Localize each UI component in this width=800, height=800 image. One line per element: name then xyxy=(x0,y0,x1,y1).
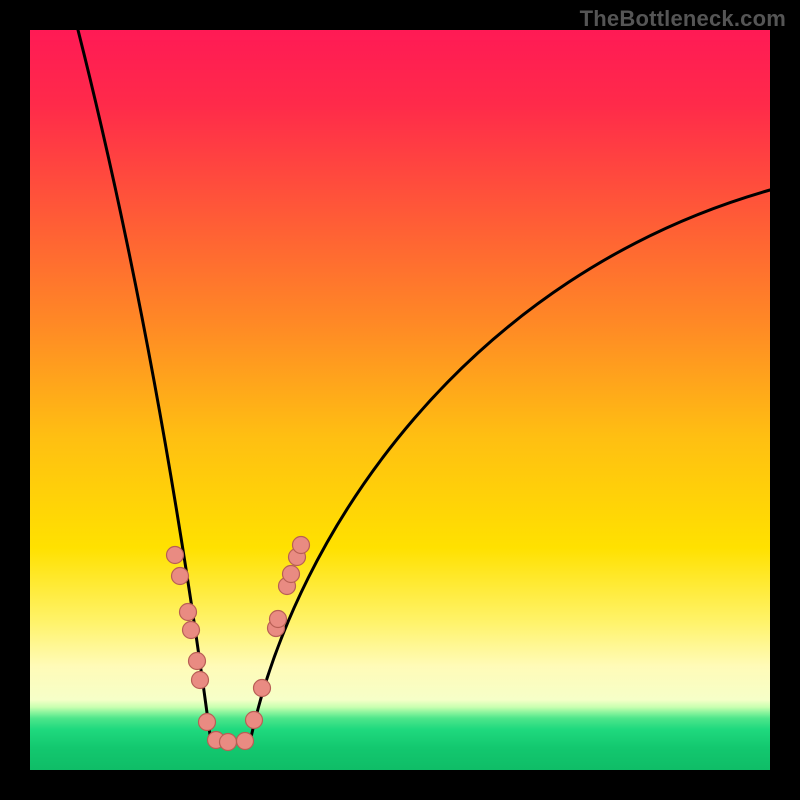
data-marker xyxy=(270,611,287,628)
data-marker xyxy=(180,604,197,621)
data-marker xyxy=(246,712,263,729)
watermark: TheBottleneck.com xyxy=(580,6,786,32)
data-marker xyxy=(237,733,254,750)
data-marker xyxy=(183,622,200,639)
data-marker xyxy=(189,653,206,670)
data-marker xyxy=(220,734,237,751)
data-marker xyxy=(199,714,216,731)
stage: TheBottleneck.com xyxy=(0,0,800,800)
plot-svg xyxy=(0,0,800,800)
gradient-background xyxy=(30,30,770,770)
data-marker xyxy=(192,672,209,689)
data-marker xyxy=(283,566,300,583)
data-marker xyxy=(167,547,184,564)
data-marker xyxy=(254,680,271,697)
data-marker xyxy=(172,568,189,585)
data-marker xyxy=(293,537,310,554)
